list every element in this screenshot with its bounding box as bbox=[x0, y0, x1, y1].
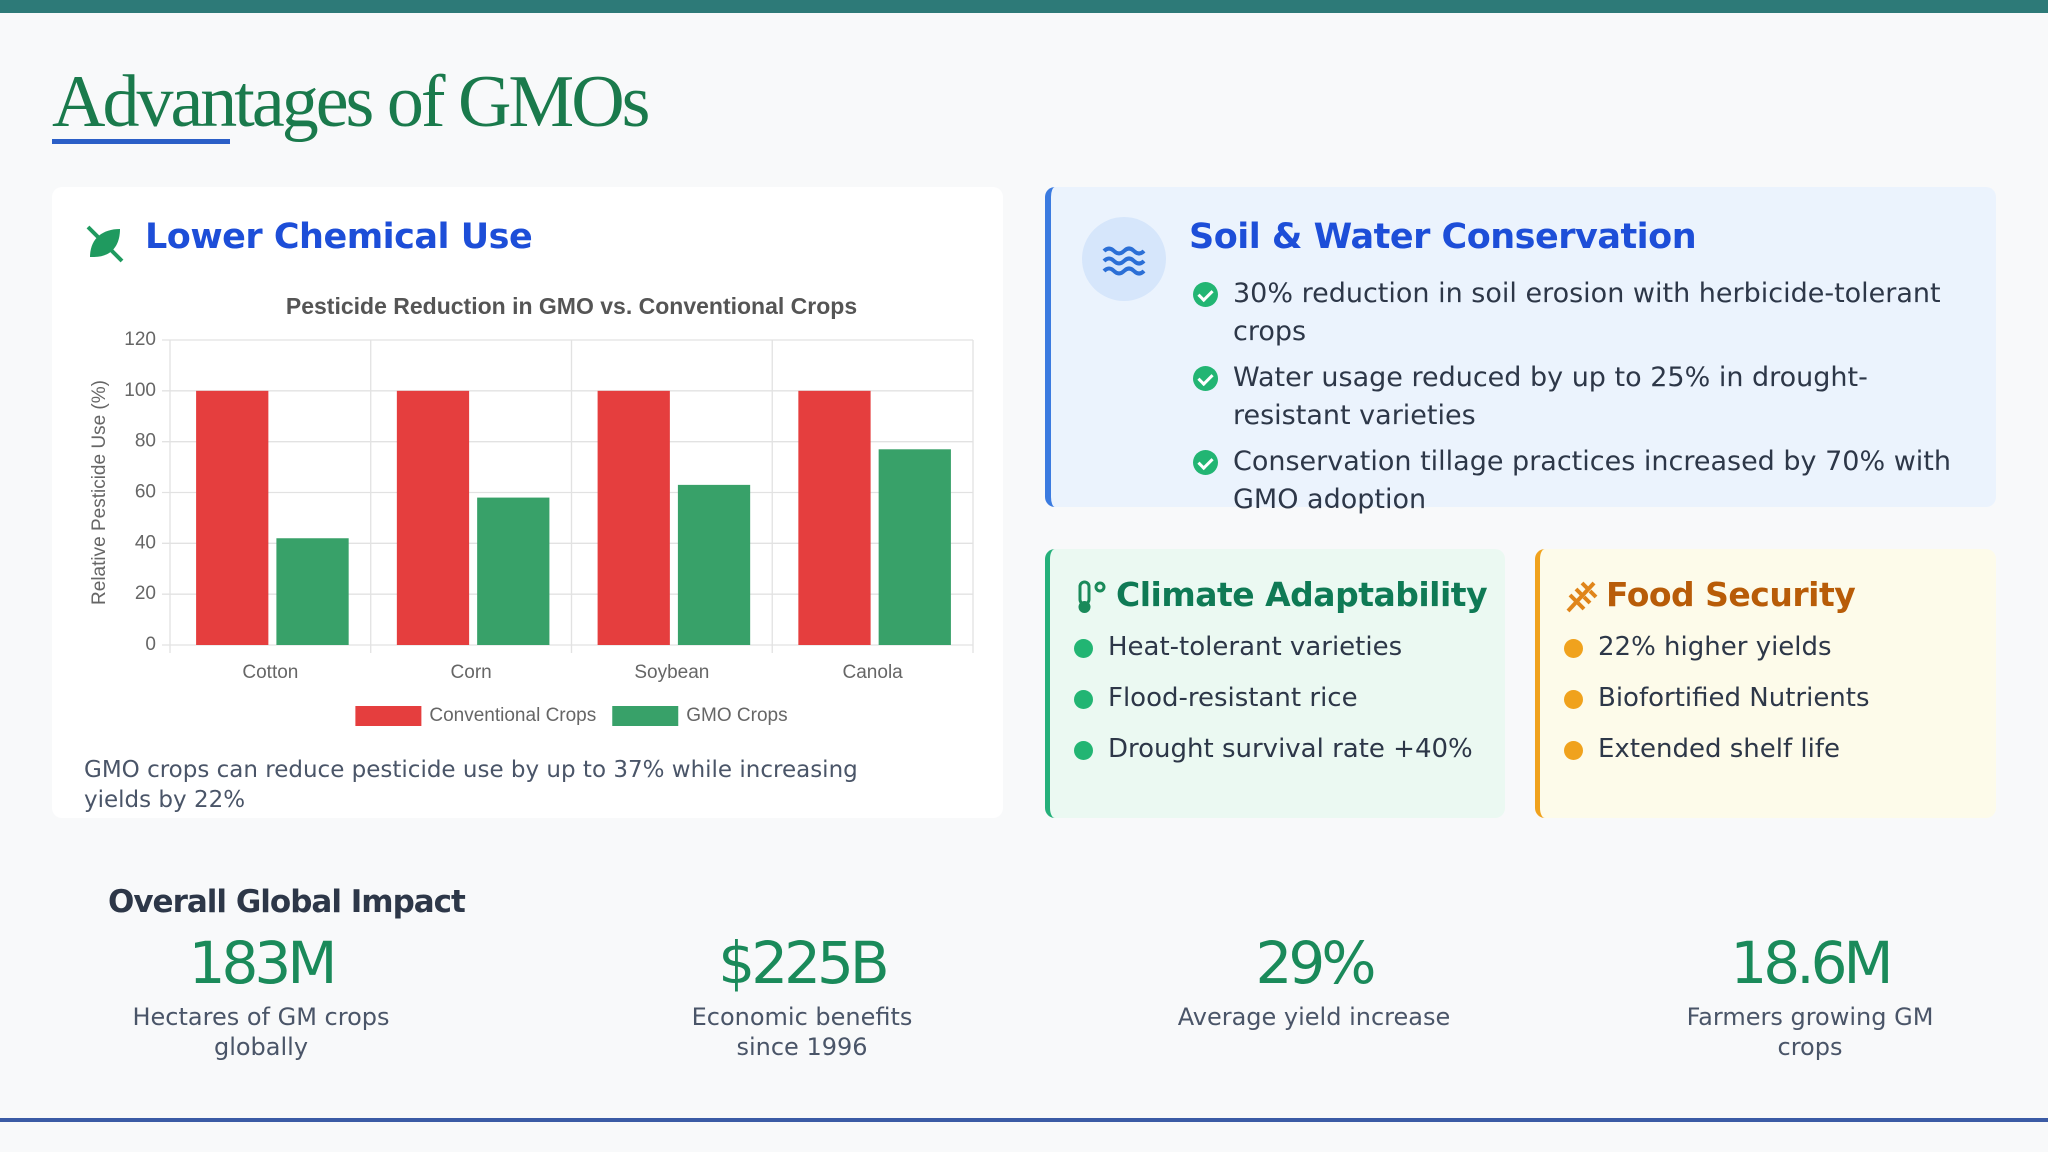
soil-card: Soil & Water Conservation 30% reduction … bbox=[1045, 187, 1996, 515]
leaf-icon bbox=[86, 225, 124, 263]
list-item: Biofortified Nutrients bbox=[1564, 682, 1964, 715]
thermo-icon bbox=[1078, 580, 1106, 613]
card-heading: Food Security bbox=[1606, 575, 1856, 614]
chart-caption: GMO crops can reduce pesticide use by up… bbox=[84, 757, 858, 813]
list-item: Conservation tillage practices increased… bbox=[1193, 443, 1973, 519]
stat: 18.6M Farmers growing GM crops bbox=[1630, 930, 1990, 1062]
bar bbox=[878, 449, 951, 645]
y-tick-label: 120 bbox=[124, 329, 156, 350]
legend-swatch bbox=[355, 706, 422, 726]
bar bbox=[597, 390, 670, 645]
x-tick-label: Soybean bbox=[634, 662, 709, 683]
soil-list: 30% reduction in soil erosion with herbi… bbox=[1193, 275, 1973, 527]
stat: 29% Average yield increase bbox=[1134, 930, 1494, 1032]
wheat-icon bbox=[1566, 581, 1598, 613]
card-heading: Soil & Water Conservation bbox=[1189, 217, 1697, 257]
stat: $225B Economic benefits since 1996 bbox=[622, 930, 982, 1062]
stat-label: Average yield increase bbox=[1177, 1003, 1451, 1031]
list-item: Extended shelf life bbox=[1564, 733, 1964, 766]
stat-label: Economic benefits since 1996 bbox=[691, 1003, 913, 1061]
y-tick-label: 20 bbox=[135, 583, 156, 604]
x-tick-label: Cotton bbox=[242, 662, 298, 683]
y-axis-label: Relative Pesticide Use (%) bbox=[89, 380, 110, 605]
legend-label: Conventional Crops bbox=[429, 705, 596, 726]
stat-value: 18.6M bbox=[1730, 929, 1893, 997]
list-item: Drought survival rate +40% bbox=[1074, 733, 1474, 766]
x-tick-label: Canola bbox=[843, 662, 904, 683]
card-heading: Climate Adaptability bbox=[1116, 575, 1488, 614]
top-bar bbox=[0, 0, 2048, 13]
bar bbox=[477, 497, 550, 645]
list-item: Flood-resistant rice bbox=[1074, 682, 1474, 715]
bar bbox=[196, 390, 269, 645]
bar bbox=[677, 484, 751, 645]
x-tick-label: Corn bbox=[451, 662, 492, 683]
water-icon bbox=[1082, 217, 1166, 301]
bar bbox=[798, 390, 871, 645]
stat-value: 29% bbox=[1255, 929, 1377, 997]
list-item: Water usage reduced by up to 25% in drou… bbox=[1193, 359, 1973, 435]
card-heading: Lower Chemical Use bbox=[145, 217, 533, 257]
list-item: Heat-tolerant varieties bbox=[1074, 631, 1474, 664]
stat-label: Farmers growing GM crops bbox=[1686, 1003, 1934, 1061]
bottom-line bbox=[0, 1118, 2048, 1122]
chart-title: Pesticide Reduction in GMO vs. Conventio… bbox=[286, 293, 857, 319]
page-title: Advantages of GMOs bbox=[52, 61, 650, 143]
stat: 183M Hectares of GM crops globally bbox=[81, 930, 441, 1062]
water-waves bbox=[1102, 246, 1146, 276]
bar bbox=[276, 538, 349, 645]
list-item: 22% higher yields bbox=[1564, 631, 1964, 664]
y-tick-label: 60 bbox=[135, 482, 156, 503]
stat-label: Hectares of GM crops globally bbox=[132, 1003, 390, 1061]
list-item: 30% reduction in soil erosion with herbi… bbox=[1193, 275, 1973, 351]
y-tick-label: 40 bbox=[135, 532, 156, 553]
bar bbox=[396, 390, 470, 645]
y-tick-label: 80 bbox=[135, 431, 156, 452]
impact-heading: Overall Global Impact bbox=[108, 884, 466, 920]
climate-card: Climate Adaptability Heat-tolerant varie… bbox=[1045, 549, 1505, 818]
food-card: Food Security 22% higher yields Bioforti… bbox=[1535, 549, 1996, 818]
climate-list: Heat-tolerant varieties Flood-resistant … bbox=[1074, 631, 1474, 784]
stat-value: $225B bbox=[718, 929, 889, 997]
food-list: 22% higher yields Biofortified Nutrients… bbox=[1564, 631, 1964, 784]
title-underline bbox=[52, 139, 230, 144]
legend-swatch bbox=[612, 706, 679, 726]
legend-label: GMO Crops bbox=[686, 705, 787, 726]
stat-value: 183M bbox=[188, 929, 338, 997]
y-tick-label: 0 bbox=[145, 634, 156, 655]
y-tick-label: 100 bbox=[124, 380, 156, 401]
